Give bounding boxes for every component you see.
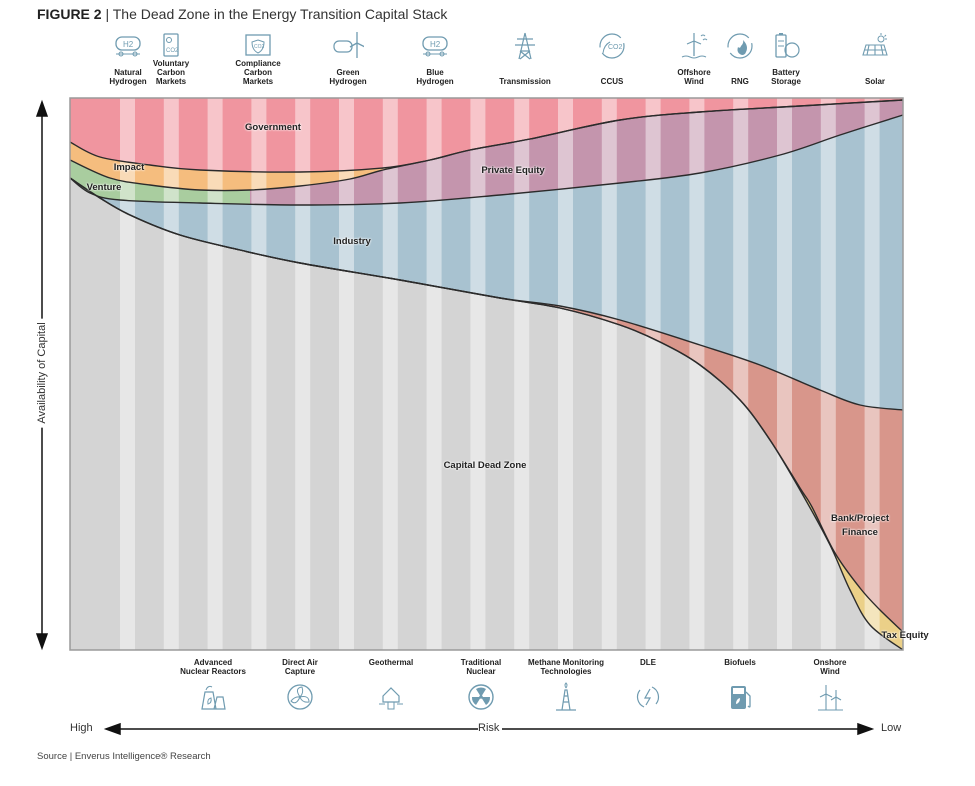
technology-label: Direct Air Capture: [282, 658, 318, 676]
hydrogen-tank-icon: H2: [112, 31, 144, 66]
lightning-cycle-icon: [632, 682, 664, 717]
technology-label: Battery Storage: [771, 68, 801, 86]
offshore-wind-icon: [678, 31, 710, 66]
svg-text:CO2: CO2: [166, 48, 179, 54]
hydrogen-tank-icon: H2: [419, 31, 451, 66]
background-stripe: [514, 98, 530, 650]
technology-label: CCUS: [600, 77, 624, 86]
rng-flame-icon: [724, 31, 756, 66]
background-stripe: [207, 98, 223, 650]
region-government: Government: [245, 122, 301, 133]
y-axis-arrow: [35, 99, 49, 651]
oil-rig-icon: [550, 682, 582, 717]
radiation-icon: [465, 682, 497, 717]
region-tax-equity: Tax Equity: [881, 630, 929, 641]
x-axis-arrow: [103, 722, 875, 736]
technology-label: RNG: [731, 77, 749, 86]
fuel-pump-icon: [724, 682, 756, 717]
battery-icon: [770, 31, 802, 66]
region-capital-dead-zone: Capital Dead Zone: [443, 460, 527, 471]
technology-label: Biofuels: [724, 658, 756, 667]
wind-turbines-icon: [814, 682, 846, 717]
chart-frame: [69, 97, 904, 651]
background-stripe: [339, 98, 354, 650]
background-stripe: [295, 98, 311, 650]
co2-leaf-icon: CO2: [596, 31, 628, 66]
venture-area: [70, 160, 250, 204]
technology-label: Green Hydrogen: [329, 68, 367, 86]
region-venture: Venture: [86, 182, 122, 193]
region-private-equity: Private Equity: [481, 165, 545, 176]
technology-label: Geothermal: [368, 658, 414, 667]
background-stripe: [251, 98, 267, 650]
figure-title-text: The Dead Zone in the Energy Transition C…: [112, 6, 448, 22]
impact-boundary: [69, 99, 904, 192]
hydrogen-wind-icon: [332, 31, 366, 66]
solar-panel-icon: [859, 31, 891, 66]
svg-text:CO2: CO2: [608, 44, 623, 51]
background-stripe: [689, 98, 705, 650]
svg-text:H2: H2: [430, 40, 441, 49]
background-stripe: [120, 98, 135, 650]
svg-text:H2: H2: [123, 40, 134, 49]
background-stripe: [864, 98, 880, 650]
figure-label: FIGURE 2: [37, 6, 102, 22]
technology-label: Advanced Nuclear Reactors: [180, 658, 246, 676]
svg-text:CO2: CO2: [254, 44, 265, 50]
background-stripe: [777, 98, 792, 650]
background-stripe: [601, 98, 617, 650]
technology-label: DLE: [640, 658, 656, 667]
technology-label: Methane Monitoring Technologies: [528, 658, 604, 676]
x-axis-high-label: High: [70, 722, 93, 734]
y-axis-label: Availability of Capital: [36, 318, 48, 428]
technology-label: Solar: [864, 77, 886, 86]
background-stripe: [426, 98, 442, 650]
co2-shield-icon: CO2: [242, 31, 274, 66]
technology-label: Traditional Nuclear: [460, 658, 502, 676]
transmission-tower-icon: [509, 31, 541, 66]
geothermal-house-icon: [375, 682, 407, 717]
background-stripe: [163, 98, 179, 650]
technology-label: Voluntary Carbon Markets: [152, 59, 190, 86]
region-industry: Industry: [333, 236, 371, 247]
x-axis-label: Risk: [478, 722, 500, 734]
nuclear-plant-icon: [197, 682, 229, 717]
background-stripe: [733, 98, 749, 650]
private-equity-boundary: [69, 114, 904, 206]
technology-label: Blue Hydrogen: [416, 68, 454, 86]
figure-title: FIGURE 2 | The Dead Zone in the Energy T…: [37, 6, 447, 22]
government-area: [70, 98, 903, 173]
bank-boundary: [69, 177, 904, 633]
background-stripe: [382, 98, 398, 650]
technology-label: Transmission: [499, 77, 551, 86]
technology-label: Natural Hydrogen: [109, 68, 147, 86]
technology-label: Offshore Wind: [677, 68, 711, 86]
background-stripe: [558, 98, 573, 650]
region-bank-project-finance: Bank/Project Finance: [830, 513, 890, 538]
fan-icon: [284, 682, 316, 717]
x-axis-low-label: Low: [881, 722, 902, 734]
background-stripe: [645, 98, 661, 650]
co2-certificate-icon: CO2: [155, 31, 187, 66]
background-stripe: [470, 98, 486, 650]
background-stripe: [820, 98, 836, 650]
region-impact: Impact: [113, 162, 145, 173]
technology-label: Compliance Carbon Markets: [235, 59, 281, 86]
title-separator: |: [101, 6, 113, 22]
source-note: Source | Enverus Intelligence® Research: [37, 751, 211, 762]
technology-label: Onshore Wind: [813, 658, 847, 676]
